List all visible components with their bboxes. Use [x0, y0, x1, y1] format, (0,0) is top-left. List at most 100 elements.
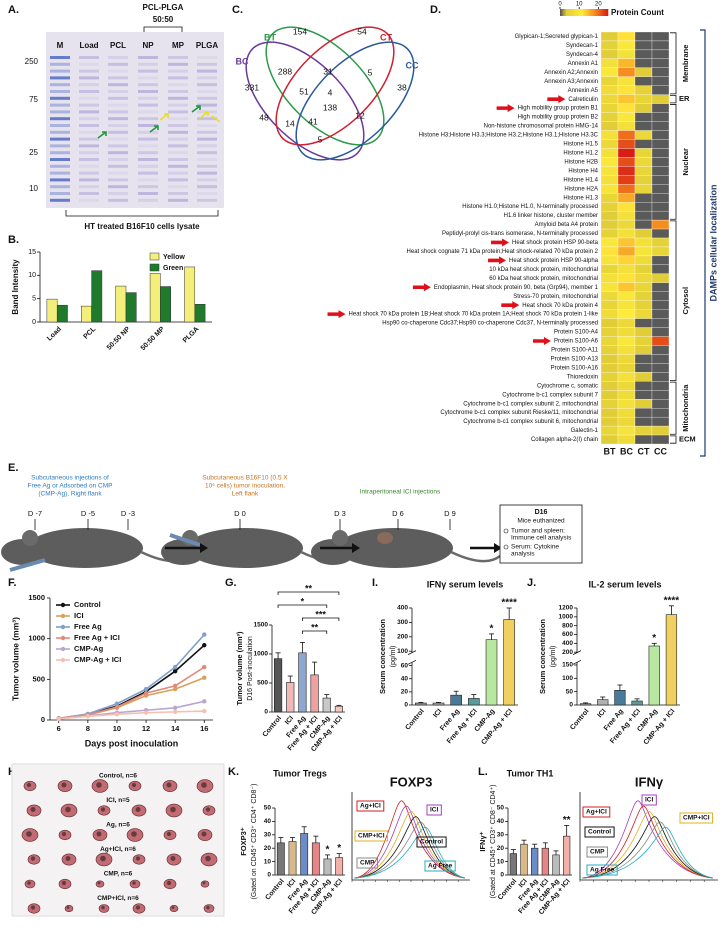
colorbar-step — [605, 9, 608, 16]
heatmap-cell — [600, 94, 619, 104]
gel-band — [197, 137, 217, 141]
tumor-spot — [201, 782, 207, 788]
heatmap-cell — [651, 58, 670, 68]
photo-background — [11, 763, 225, 917]
inset-label: ICI — [430, 807, 439, 814]
gel-band — [138, 171, 158, 175]
mouse-head — [161, 539, 205, 565]
syringe — [9, 558, 46, 572]
group-label: Nuclear — [681, 148, 690, 176]
gel-band — [168, 62, 188, 66]
y-tick-label: 0 — [569, 702, 573, 709]
bar — [450, 694, 462, 706]
heatmap-cell — [617, 40, 636, 51]
venn-count: 38 — [397, 82, 407, 92]
bracket — [143, 26, 183, 32]
point — [114, 712, 120, 717]
tumor-spot — [131, 831, 137, 837]
y-tick-label: 10 — [497, 858, 505, 865]
row-label: Histone H1.3 — [563, 195, 598, 201]
heatmap-cell — [651, 139, 670, 149]
row-label: Protein S100-A4 — [554, 330, 599, 336]
x-tick-label: 12 — [142, 724, 150, 733]
group-label: ER — [679, 94, 690, 103]
endpoint-item: Tumor and spleen: — [511, 528, 565, 535]
heatmap-cell — [634, 121, 653, 131]
y-tick-label: 0 — [41, 715, 45, 724]
heatmap-cell — [600, 157, 619, 167]
heatmap-cell — [651, 255, 670, 266]
colorbar-tick-label: 0 — [558, 2, 562, 8]
heatmap-cell — [617, 166, 636, 176]
significance-label: *** — [315, 609, 326, 619]
bar — [160, 286, 171, 323]
legend-label: ICI — [74, 611, 84, 620]
heatmap-cell — [634, 175, 653, 185]
mouse-tail — [450, 550, 501, 563]
tumor-spot — [61, 880, 67, 886]
gel-band — [50, 124, 70, 127]
heatmap-cell — [617, 390, 636, 400]
gel-band — [50, 117, 70, 121]
point — [56, 716, 61, 721]
gel-band — [79, 158, 99, 161]
row-label: Calreticulin — [568, 97, 598, 103]
inset-label: CMP — [590, 849, 605, 856]
heatmap-cell — [634, 300, 653, 310]
significance-star: * — [326, 845, 330, 856]
heatmap-cell — [617, 103, 636, 113]
gel-band — [138, 151, 158, 155]
heatmap-cell — [617, 121, 636, 131]
colorbar-step — [598, 9, 600, 16]
point — [202, 708, 207, 714]
legend-marker — [60, 657, 66, 663]
heatmap-cell — [651, 157, 670, 167]
mouse-body — [27, 528, 143, 568]
y-tick-label: 500 — [257, 680, 268, 687]
heatmap-cell — [600, 76, 619, 86]
colorbar-step — [602, 9, 604, 16]
y-tick-label: 1000 — [559, 614, 574, 621]
gel-band — [138, 56, 158, 59]
heatmap-cell — [600, 372, 619, 382]
row-label: Amyloid beta A4 protein — [535, 222, 598, 228]
tumor-spot — [206, 905, 210, 910]
gel-band — [168, 83, 188, 87]
bar — [184, 266, 196, 323]
gel-band — [108, 76, 128, 80]
endpoint-item: Serum: Cytokine — [511, 544, 559, 551]
row-label: High mobility group protein B2 — [518, 115, 599, 121]
y-tick-label: 600 — [562, 631, 573, 638]
gel-band — [197, 90, 217, 93]
gel-band — [138, 178, 158, 182]
tumor-spot — [135, 856, 141, 861]
tumor-spot — [170, 856, 176, 861]
panel-label: B. — [8, 234, 19, 246]
colorbar-step — [597, 9, 599, 16]
tumor — [95, 880, 105, 888]
gel-band — [50, 62, 70, 66]
heatmap-cell — [651, 103, 670, 113]
y-tick-label: 500 — [32, 674, 45, 683]
y-tick-label: 100 — [397, 648, 408, 655]
gel-band — [50, 158, 70, 161]
venn-count: 51 — [299, 86, 309, 96]
step-text: Left flank — [232, 491, 259, 498]
histogram-curve — [581, 821, 714, 879]
group-label: Ag, n=6 — [106, 822, 130, 829]
tumor-spot — [65, 856, 71, 861]
venn-set-label: BT — [264, 32, 276, 42]
gel-band — [79, 110, 99, 114]
legend-marker — [60, 624, 66, 630]
gel-band — [138, 158, 158, 161]
point — [172, 664, 178, 670]
venn-set — [245, 41, 365, 161]
bar — [286, 682, 295, 713]
heatmap-cell — [617, 300, 636, 310]
row-label: 10 kDa heat shock protein, mitochondrial — [489, 267, 598, 273]
colorbar-step — [561, 9, 563, 16]
gel-band — [138, 185, 158, 189]
y-axis-label: Serum concentration — [538, 619, 547, 694]
significance-label: ** — [305, 583, 313, 593]
heatmap-cell — [600, 31, 619, 42]
